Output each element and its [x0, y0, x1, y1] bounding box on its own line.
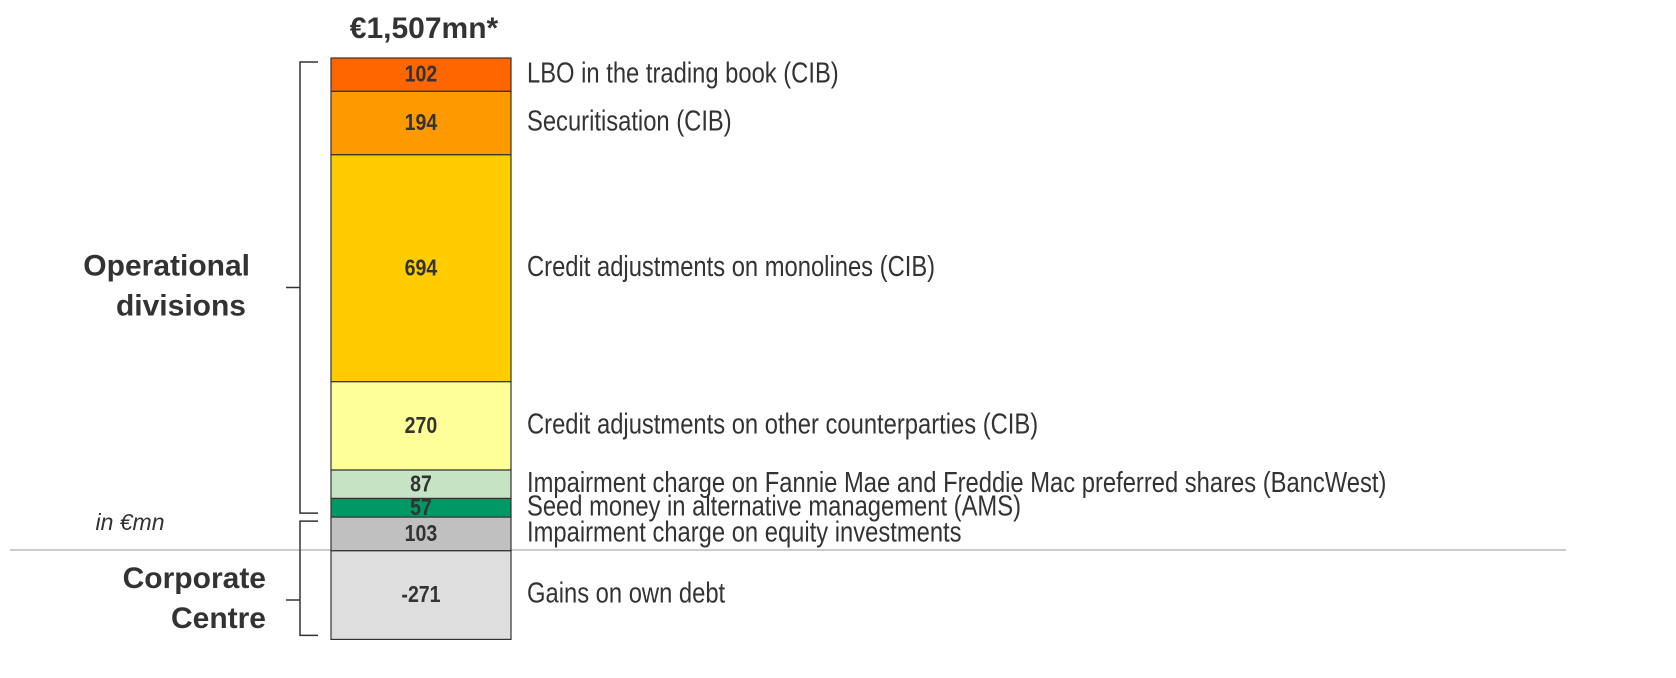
- chart-title: €1,507mn*: [350, 12, 499, 45]
- category-label: Securitisation (CIB): [527, 104, 732, 137]
- value-label: 102: [405, 61, 438, 87]
- group-label: Operational: [83, 249, 250, 282]
- value-label: 270: [405, 412, 438, 438]
- group-label: divisions: [116, 289, 246, 322]
- group-label: Centre: [171, 602, 266, 635]
- category-labels: LBO in the trading book (CIB) Securitisat…: [527, 56, 1386, 609]
- group-bracket: [286, 520, 318, 637]
- category-label: Impairment charge on equity investments: [527, 515, 962, 548]
- category-label: LBO in the trading book (CIB): [527, 56, 839, 89]
- bar-segment: [330, 469, 512, 500]
- bar-segment: [330, 381, 512, 471]
- value-label: 87: [410, 471, 432, 497]
- value-label: 694: [405, 255, 438, 281]
- value-label: 194: [405, 110, 438, 136]
- bar-segment: [330, 90, 512, 156]
- value-label: 57: [410, 494, 432, 520]
- category-label: Gains on own debt: [527, 577, 726, 610]
- value-label: -271: [401, 582, 440, 608]
- bar-segment: [330, 550, 512, 641]
- value-label: 103: [405, 521, 438, 547]
- group-label: Corporate: [123, 562, 266, 595]
- bar-segment: [330, 154, 512, 383]
- group-bracket: [286, 61, 318, 514]
- bar-segment: [330, 516, 512, 552]
- category-label: Seed money in alternative management (AM…: [527, 489, 1021, 522]
- category-label: Credit adjustments on other counterparti…: [527, 407, 1038, 440]
- category-label: Impairment charge on Fannie Mae and Fred…: [527, 466, 1386, 499]
- category-label: Credit adjustments on monolines (CIB): [527, 250, 935, 283]
- unit-note: in €mn: [95, 509, 164, 535]
